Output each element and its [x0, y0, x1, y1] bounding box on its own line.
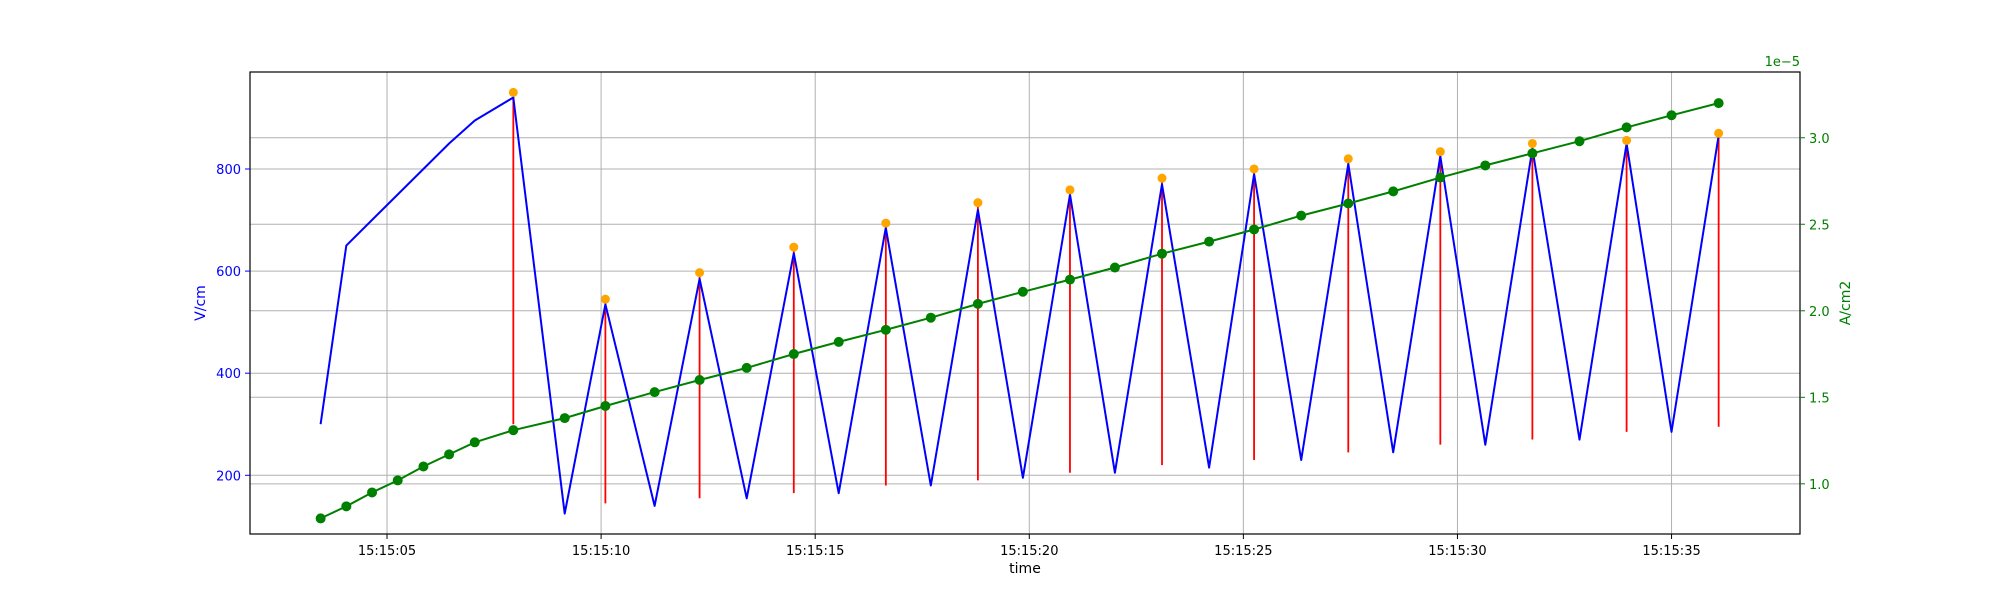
x-tick-label-4: 15:15:25: [1214, 544, 1272, 559]
current-point-4: [418, 461, 429, 472]
x-tick-label-0: 15:15:05: [358, 544, 416, 559]
current-point-26: [1388, 186, 1399, 197]
current-point-22: [1204, 236, 1215, 247]
x-tick-label-1: 15:15:10: [572, 544, 630, 559]
current-point-9: [600, 400, 611, 411]
left-tick-label-2: 600: [216, 265, 241, 280]
current-point-30: [1574, 136, 1585, 147]
current-point-31: [1621, 122, 1632, 133]
current-point-7: [508, 425, 519, 436]
right-y-axis: 1.0 1.5 2.0 2.5 3.0: [1800, 132, 1830, 493]
voltage-line: [319, 96, 1720, 515]
current-point-11: [694, 375, 705, 385]
x-axis: 15:15:05 15:15:10 15:15:15 15:15:20 15:15:25…: [358, 534, 1701, 559]
current-point-16: [925, 312, 936, 323]
left-tick-label-3: 800: [216, 163, 241, 178]
peak-point-9: [1343, 154, 1353, 164]
current-point-15: [880, 324, 891, 335]
right-tick-label-0: 1.0: [1809, 478, 1830, 493]
current-point-5: [444, 449, 455, 460]
current-point-29: [1527, 148, 1538, 159]
left-y-axis: 200 400 600 800: [216, 163, 250, 484]
current-point-13: [788, 349, 799, 360]
grid: [250, 72, 1800, 534]
peak-point-8: [1249, 164, 1259, 174]
left-y-axis-label: V/cm: [193, 285, 209, 321]
x-tick-label-6: 15:15:35: [1642, 544, 1700, 559]
peak-point-5: [973, 198, 983, 208]
peak-point-0: [508, 87, 518, 97]
right-tick-label-2: 2.0: [1809, 305, 1830, 320]
peak-markers: [508, 87, 1724, 304]
peak-point-12: [1622, 135, 1632, 145]
current-point-1: [341, 501, 352, 512]
current-point-10: [649, 387, 660, 398]
right-axis-offset-label: 1e−5: [1765, 55, 1800, 70]
x-tick-label-5: 15:15:30: [1428, 544, 1486, 559]
current-point-8: [559, 413, 570, 424]
current-line: [320, 102, 1719, 520]
peak-point-2: [695, 268, 705, 278]
current-point-25: [1343, 198, 1354, 209]
current-point-27: [1435, 172, 1446, 183]
right-y-axis-label: A/cm2: [1838, 281, 1854, 326]
right-tick-label-4: 3.0: [1809, 132, 1830, 147]
current-point-33: [1713, 98, 1724, 109]
peak-point-3: [789, 242, 799, 252]
current-point-18: [1017, 286, 1028, 297]
current-point-0: [315, 513, 326, 524]
left-tick-label-0: 200: [216, 469, 241, 484]
peak-point-13: [1714, 128, 1724, 138]
peak-point-7: [1157, 173, 1167, 183]
left-tick-label-1: 400: [216, 367, 241, 382]
current-point-19: [1064, 274, 1075, 285]
current-series: [315, 98, 1724, 524]
current-point-14: [833, 336, 844, 347]
right-tick-label-1: 1.5: [1809, 391, 1830, 406]
peak-point-11: [1527, 138, 1537, 148]
current-point-17: [972, 298, 983, 309]
current-point-2: [367, 487, 378, 498]
peak-point-10: [1435, 147, 1445, 157]
current-point-28: [1480, 160, 1491, 171]
current-point-3: [392, 475, 403, 486]
current-point-21: [1157, 248, 1168, 259]
current-point-32: [1666, 110, 1677, 121]
plot-frame: [249, 71, 1801, 535]
peak-point-1: [600, 294, 610, 304]
x-tick-label-2: 15:15:15: [786, 544, 844, 559]
current-point-12: [741, 362, 752, 373]
right-tick-label-3: 2.5: [1809, 218, 1830, 233]
current-point-20: [1109, 262, 1120, 273]
current-point-24: [1296, 210, 1307, 221]
x-tick-label-3: 15:15:20: [1000, 544, 1058, 559]
current-point-23: [1249, 224, 1260, 235]
x-axis-label: time: [1009, 561, 1041, 577]
current-point-6: [469, 437, 480, 448]
peak-point-6: [1065, 185, 1075, 195]
voltage-series: [319, 96, 1720, 515]
peak-point-4: [881, 218, 891, 228]
